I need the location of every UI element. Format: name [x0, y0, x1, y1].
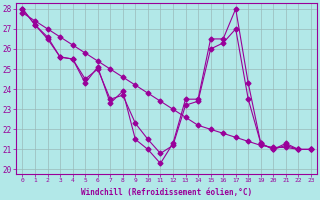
- X-axis label: Windchill (Refroidissement éolien,°C): Windchill (Refroidissement éolien,°C): [81, 188, 252, 197]
